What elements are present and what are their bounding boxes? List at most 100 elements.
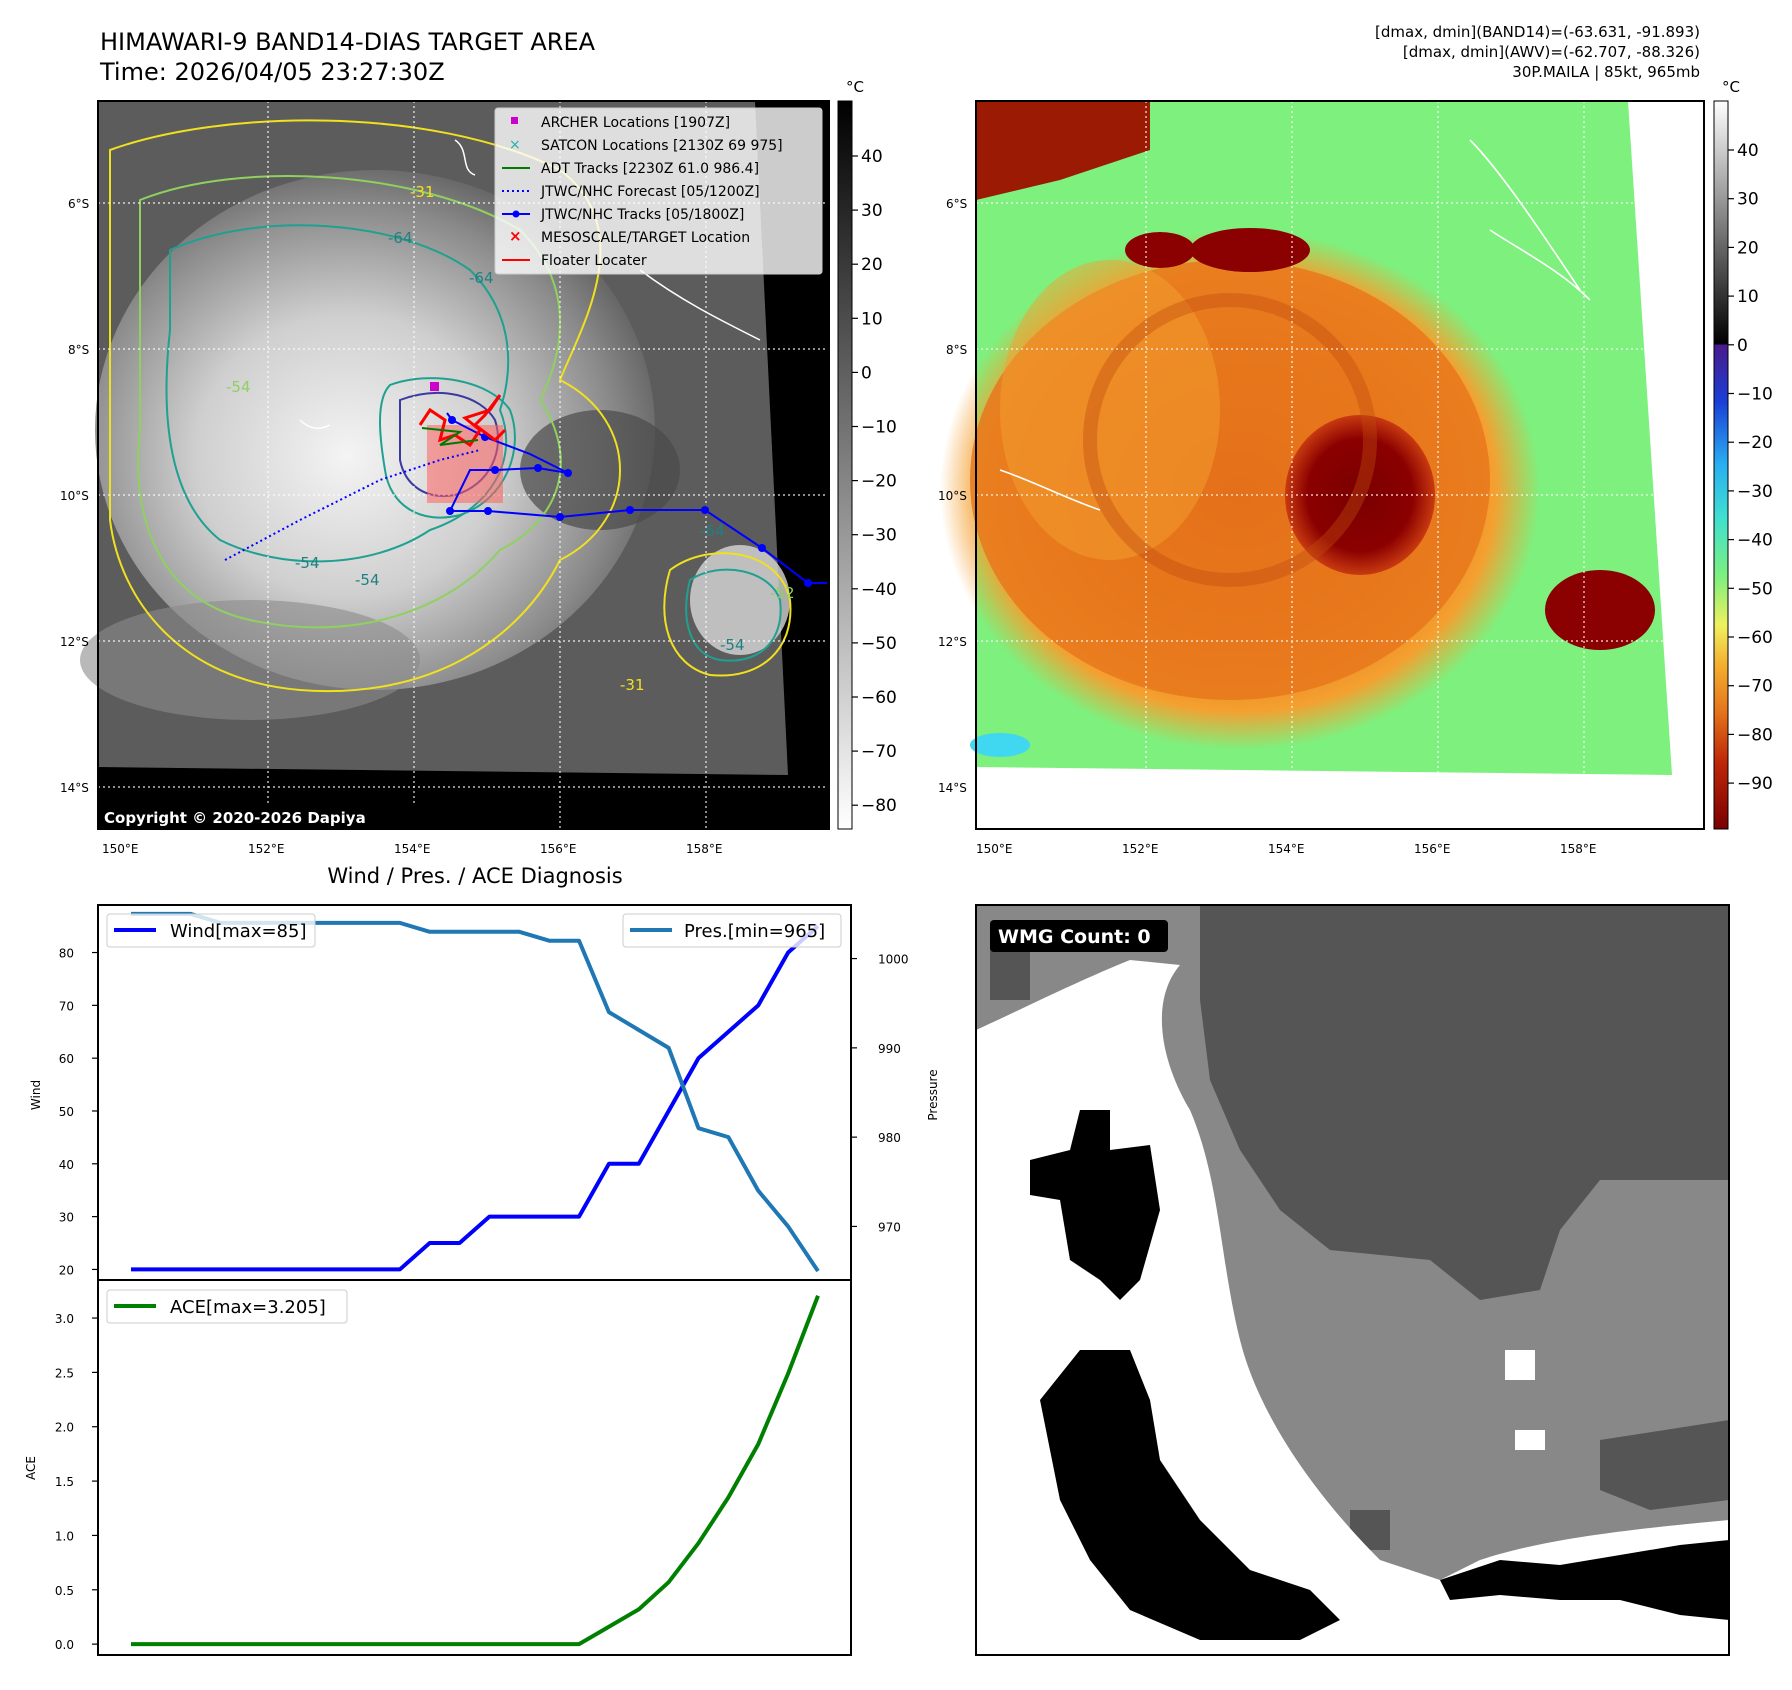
legend-label-tracks: JTWC/NHC Tracks [05/1800Z] (540, 207, 744, 223)
wind-tick-label: 80 (59, 947, 74, 961)
awv-colorbar-tick-label: −50 (1737, 579, 1773, 599)
pressure-tick-label: 970 (878, 1220, 901, 1234)
legend-marker-mesoscale: × (509, 227, 522, 245)
wind-pressure-panel: 20 30 40 50 60 70 80 970 980 990 1000 (59, 904, 909, 1281)
wmg-frame (975, 904, 1730, 1656)
awv-colorbar: °C 40 30 20 10 0 −10 −20 −30 −40 −50 −60 −70 −80 −90 (1713, 78, 1773, 830)
ir-lat-label: 10°S (60, 489, 89, 503)
awv-lon-label: 150°E (976, 842, 1013, 856)
awv-colorbar-tick-label: −10 (1737, 385, 1773, 405)
awv-gridlines (976, 101, 1704, 829)
pressure-axis-label: Pressure (926, 1069, 940, 1120)
wmg-dark-region (1200, 905, 1729, 1300)
pressure-tick-label: 990 (878, 1042, 901, 1056)
legend-label-adt: ADT Tracks [2230Z 61.0 986.4] (541, 161, 759, 177)
jtwc-best-track (446, 412, 827, 584)
wind-tick-label: 30 (59, 1211, 74, 1225)
ir-colorbar-tick-label: −60 (861, 688, 897, 708)
awv-lat-label: 14°S (938, 781, 967, 795)
ace-axis-label: ACE (24, 1456, 38, 1480)
ir-lon-label: 152°E (248, 842, 285, 856)
contour-label: -54 (355, 571, 380, 589)
storm-info-text: 30P.MAILA | 85kt, 965mb (1512, 63, 1700, 81)
copyright-text: Copyright © 2020-2026 Dapiya (104, 809, 366, 827)
wind-tick-label: 50 (59, 1105, 74, 1119)
pressure-tick-label: 980 (878, 1131, 901, 1145)
ir-colorbar-unit: °C (846, 78, 864, 96)
ace-tick-label: 3.0 (55, 1312, 74, 1326)
awv-frame (975, 100, 1705, 830)
awv-lat-label: 12°S (938, 635, 967, 649)
awv-lat-label: 10°S (938, 489, 967, 503)
awv-colorbar-tick-label: −40 (1737, 531, 1773, 551)
contour-label: -54 (226, 378, 251, 396)
wmg-badge-text: WMG Count: 0 (998, 926, 1151, 948)
awv-colorbar-tick-label: 0 (1737, 336, 1748, 356)
awv-colorbar-tick-label: 20 (1737, 238, 1759, 258)
jtwc-track-points (446, 416, 812, 587)
awv-colorbar-tick-label: 10 (1737, 287, 1759, 307)
pressure-legend-label: Pres.[min=965] (684, 921, 825, 942)
ir-lon-label: 156°E (540, 842, 577, 856)
awv-colorbar-tick-label: −80 (1737, 725, 1773, 745)
awv-range-text: [dmax, dmin](AWV)=(-62.707, -88.326) (1402, 43, 1700, 61)
contour-label: -64 (700, 522, 725, 540)
ir-colorbar-tick-label: −40 (861, 580, 897, 600)
contour-label: -31 (410, 183, 435, 201)
ace-tick-label: 0.5 (55, 1584, 74, 1598)
wind-tick-label: 70 (59, 999, 74, 1013)
ir-colorbar-tick-label: −70 (861, 742, 897, 762)
contour-label: -54 (295, 554, 320, 572)
awv-lon-label: 154°E (1268, 842, 1305, 856)
ace-tick-label: 2.5 (55, 1366, 74, 1380)
page-timestamp: Time: 2026/04/05 23:27:30Z (100, 58, 445, 86)
awv-axis-labels: 6°S 8°S 10°S 12°S 14°S 150°E 152°E 154°E… (938, 197, 1597, 856)
ir-cloud-mass (95, 170, 655, 690)
legend-label-satcon: SATCON Locations [2130Z 69 975] (541, 138, 783, 154)
wmg-panel: WMG Count: 0 (975, 904, 1730, 1656)
floater-track (418, 394, 507, 448)
ir-lon-label: 158°E (686, 842, 723, 856)
wind-series-line (131, 924, 820, 1272)
legend-marker-satcon: × (509, 137, 521, 153)
awv-lat-label: 8°S (946, 343, 967, 357)
ir-colorbar-tick-label: −30 (861, 526, 897, 546)
ir-colorbar-tick-label: −20 (861, 472, 897, 492)
band14-range-text: [dmax, dmin](BAND14)=(-63.631, -91.893) (1375, 23, 1700, 41)
copyright-bar (98, 805, 418, 829)
ir-colorbar-tick-label: 40 (861, 147, 883, 167)
wind-axis-label: Wind (29, 1080, 43, 1110)
contour-label: -64 (469, 269, 494, 287)
legend-label-forecast: JTWC/NHC Forecast [05/1200Z] (540, 184, 760, 200)
ir-axis-labels: 6°S 8°S 10°S 12°S 14°S 150°E 152°E 154°E… (60, 197, 723, 856)
ir-lat-label: 6°S (68, 197, 89, 211)
awv-colorbar-tick-label: 40 (1737, 141, 1759, 161)
ir-frame (97, 100, 830, 830)
awv-colorbar-tick-label: −70 (1737, 677, 1773, 697)
page-title: HIMAWARI-9 BAND14-DIAS TARGET AREA (100, 28, 596, 56)
contour-label: -64 (388, 229, 413, 247)
ace-tick-label: 1.5 (55, 1475, 74, 1489)
ace-series-line (131, 1295, 820, 1647)
legend-marker-archer (511, 117, 518, 124)
legend-label-archer: ARCHER Locations [1907Z] (541, 115, 730, 131)
ir-lon-label: 154°E (394, 842, 431, 856)
jtwc-forecast-track (224, 449, 481, 561)
legend-label-mesoscale: MESOSCALE/TARGET Location (541, 230, 750, 246)
awv-panel (940, 100, 1705, 830)
ir-colorbar-tick-label: 30 (861, 201, 883, 221)
archer-location (430, 382, 439, 391)
legend-label-floater: Floater Locater (541, 253, 647, 269)
wmg-badge (990, 920, 1168, 952)
ace-panel: 0.0 0.5 1.0 1.5 2.0 2.5 3.0 (55, 1279, 852, 1656)
ace-legend-label: ACE[max=3.205] (170, 1297, 326, 1318)
ir-lat-label: 8°S (68, 343, 89, 357)
ir-lat-label: 12°S (60, 635, 89, 649)
ir-colorbar-tick-label: 10 (861, 309, 883, 329)
awv-lon-label: 152°E (1122, 842, 1159, 856)
awv-colorbar-tick-label: 30 (1737, 190, 1759, 210)
awv-colorbar-tick-label: −60 (1737, 628, 1773, 648)
awv-lat-label: 6°S (946, 197, 967, 211)
ir-colorbar-tick-label: 20 (861, 255, 883, 275)
